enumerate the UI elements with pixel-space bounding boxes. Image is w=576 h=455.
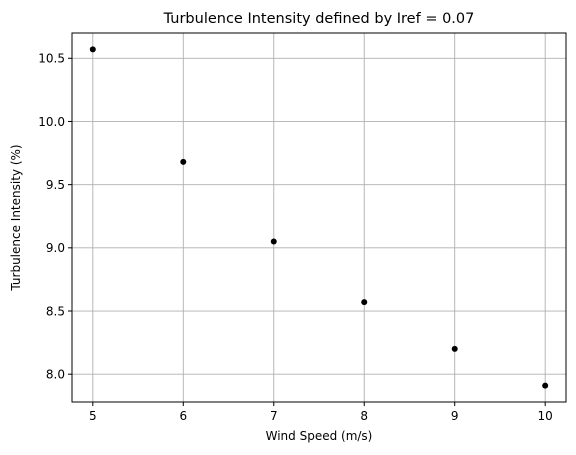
data-point [270,238,277,245]
data-points [89,46,549,389]
data-point [180,158,187,165]
axis-ticks: 5 6 7 8 9 10 8.0 8.5 9.0 9.5 10.0 10.5 [38,52,553,423]
data-point [542,382,549,389]
plot-frame [71,32,567,403]
y-tick-label: 9.0 [46,241,65,255]
x-tick-label: 9 [451,409,459,423]
data-point [89,46,96,53]
y-tick-label: 9.5 [46,178,65,192]
x-axis-label: Wind Speed (m/s) [266,429,373,443]
data-point [361,299,368,306]
grid-lines [72,33,566,402]
x-tick-label: 6 [179,409,187,423]
y-tick-label: 8.5 [46,304,65,318]
x-tick-label: 5 [89,409,97,423]
x-tick-label: 7 [270,409,278,423]
x-tick-label: 10 [538,409,553,423]
data-point [451,345,458,352]
x-tick-label: 8 [360,409,368,423]
y-tick-label: 10.0 [38,115,65,129]
y-axis-label: Turbulence Intensity (%) [9,144,23,291]
y-tick-label: 8.0 [46,367,65,381]
chart-title: Turbulence Intensity defined by Iref = 0… [163,11,475,27]
y-tick-label: 10.5 [38,52,65,66]
